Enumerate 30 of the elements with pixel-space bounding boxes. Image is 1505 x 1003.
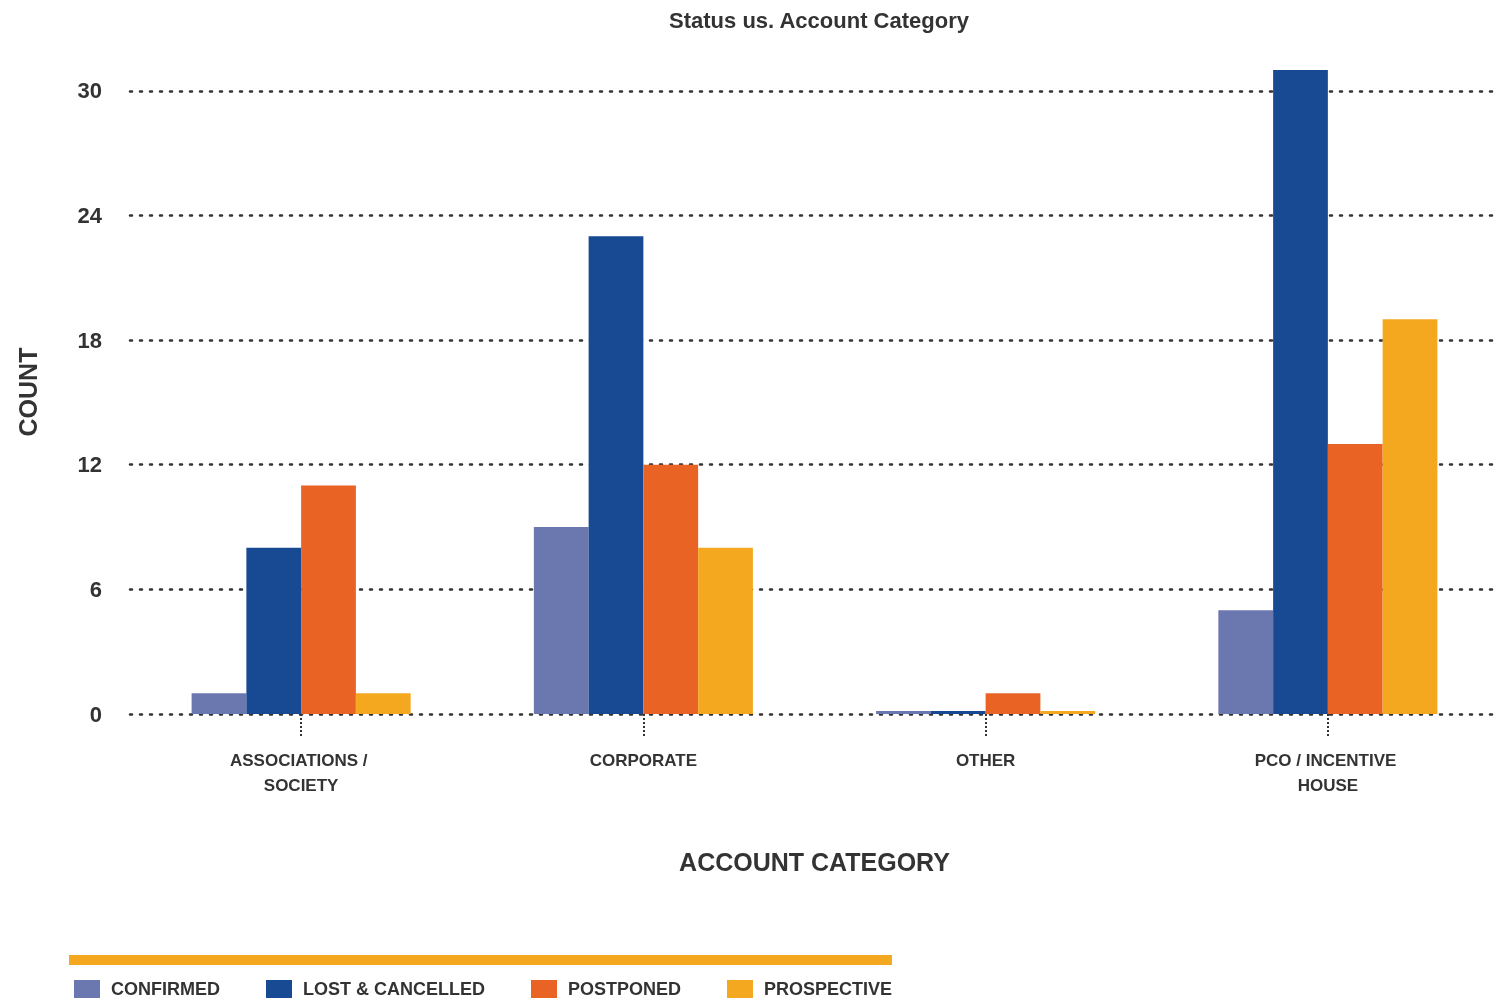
y-tick-label: 6 xyxy=(89,576,102,602)
bar xyxy=(643,464,699,714)
x-tick-label: PCO / INCENTIVE HOUSE xyxy=(1254,751,1402,795)
bar xyxy=(1218,610,1274,714)
bar xyxy=(246,547,302,714)
x-tick-label: CORPORATE xyxy=(589,751,698,770)
y-tick-label: 18 xyxy=(77,327,102,353)
legend-label: PROSPECTIVE xyxy=(764,979,893,999)
y-tick-label: 24 xyxy=(77,202,103,228)
bar xyxy=(588,236,644,714)
y-axis-title: COUNT xyxy=(13,347,42,437)
bar xyxy=(698,547,753,714)
x-tick-label: OTHER xyxy=(955,751,1016,770)
chart-title: Status us. Account Category xyxy=(669,7,970,33)
x-tick-label: ASSOCIATIONS / SOCIETY xyxy=(229,751,373,795)
y-tick-label: 12 xyxy=(77,452,102,478)
bar xyxy=(355,693,411,714)
bar xyxy=(1273,70,1328,714)
bar xyxy=(1327,443,1383,714)
y-tick-label: 0 xyxy=(89,701,102,727)
y-tick-label: 30 xyxy=(77,78,102,104)
legend-label: POSTPONED xyxy=(567,979,682,999)
legend-label: LOST & CANCELLED xyxy=(302,979,485,999)
bar xyxy=(985,693,1041,714)
bar xyxy=(191,693,247,714)
bar xyxy=(1382,319,1438,714)
bar xyxy=(301,485,356,714)
x-axis-title: ACCOUNT CATEGORY xyxy=(679,847,951,876)
legend-label: CONFIRMED xyxy=(111,979,220,999)
bar xyxy=(533,527,589,714)
